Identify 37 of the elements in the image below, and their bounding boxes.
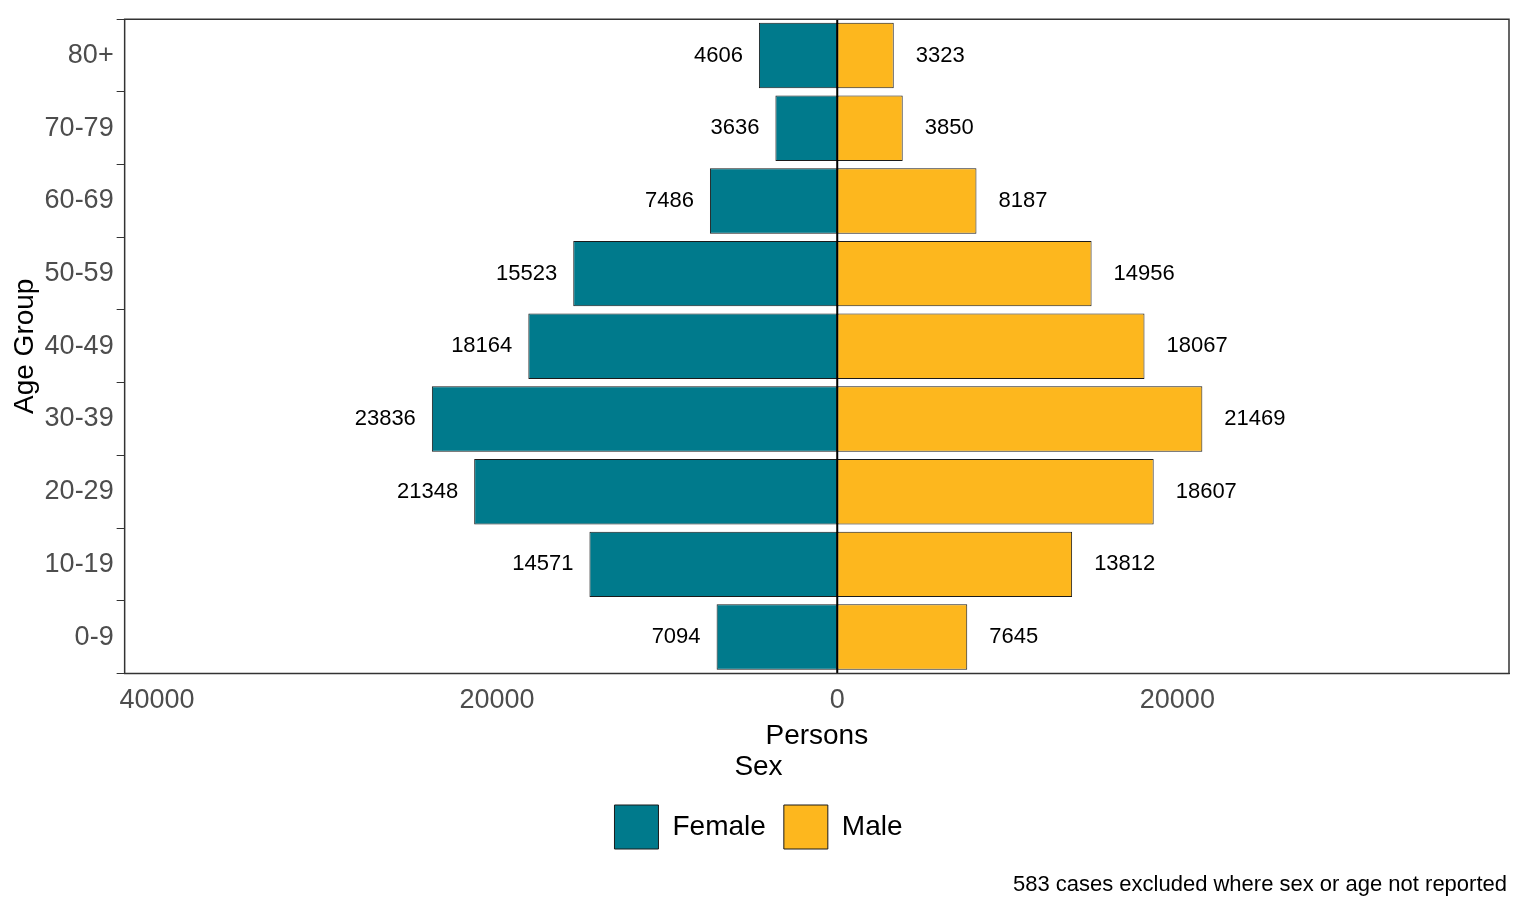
data-label: 7486 [644, 186, 694, 212]
data-label: 18067 [1166, 332, 1228, 358]
y-tick-label: 70-79 [44, 111, 114, 142]
x-tick-label: 20000 [459, 684, 535, 715]
legend-label: Female [672, 809, 766, 841]
data-label: 21348 [396, 477, 459, 503]
data-label: 3850 [924, 114, 974, 140]
data-label: 7645 [989, 623, 1039, 649]
data-label: 15523 [496, 259, 558, 285]
legend-title: Sex [734, 750, 783, 782]
legend-label: Male [841, 809, 903, 841]
data-label: 7094 [651, 623, 701, 649]
y-tick-label: 20-29 [44, 475, 114, 506]
y-axis-title: Age Group [7, 278, 39, 415]
data-label: 21469 [1224, 405, 1286, 431]
x-tick-label: 0 [829, 684, 845, 715]
data-label: 23836 [354, 405, 416, 431]
y-tick-label: 80+ [67, 39, 114, 69]
data-label: 8187 [998, 186, 1048, 212]
x-axis-title: Persons [765, 719, 869, 751]
data-label: 4606 [693, 41, 743, 67]
data-label: 3636 [710, 114, 760, 140]
data-label: 18607 [1175, 477, 1237, 503]
text: 583 cases excluded where sex or age not reported [1012, 871, 1507, 896]
y-tick-label: 60-69 [44, 184, 114, 215]
data-label: 14571 [512, 550, 574, 576]
data-label: 13812 [1094, 550, 1156, 576]
y-tick-label: 40-49 [44, 329, 114, 360]
y-tick-label: 50-59 [44, 257, 114, 288]
y-tick-label: 0-9 [74, 620, 114, 651]
x-tick-label: 40000 [119, 684, 195, 715]
x-tick-label: 20000 [1139, 684, 1215, 715]
data-label: 14956 [1113, 259, 1175, 285]
y-tick-label: 10-19 [44, 547, 114, 578]
data-label: 18164 [451, 332, 513, 358]
data-label: 3323 [915, 41, 965, 67]
y-tick-label: 30-39 [44, 402, 114, 433]
